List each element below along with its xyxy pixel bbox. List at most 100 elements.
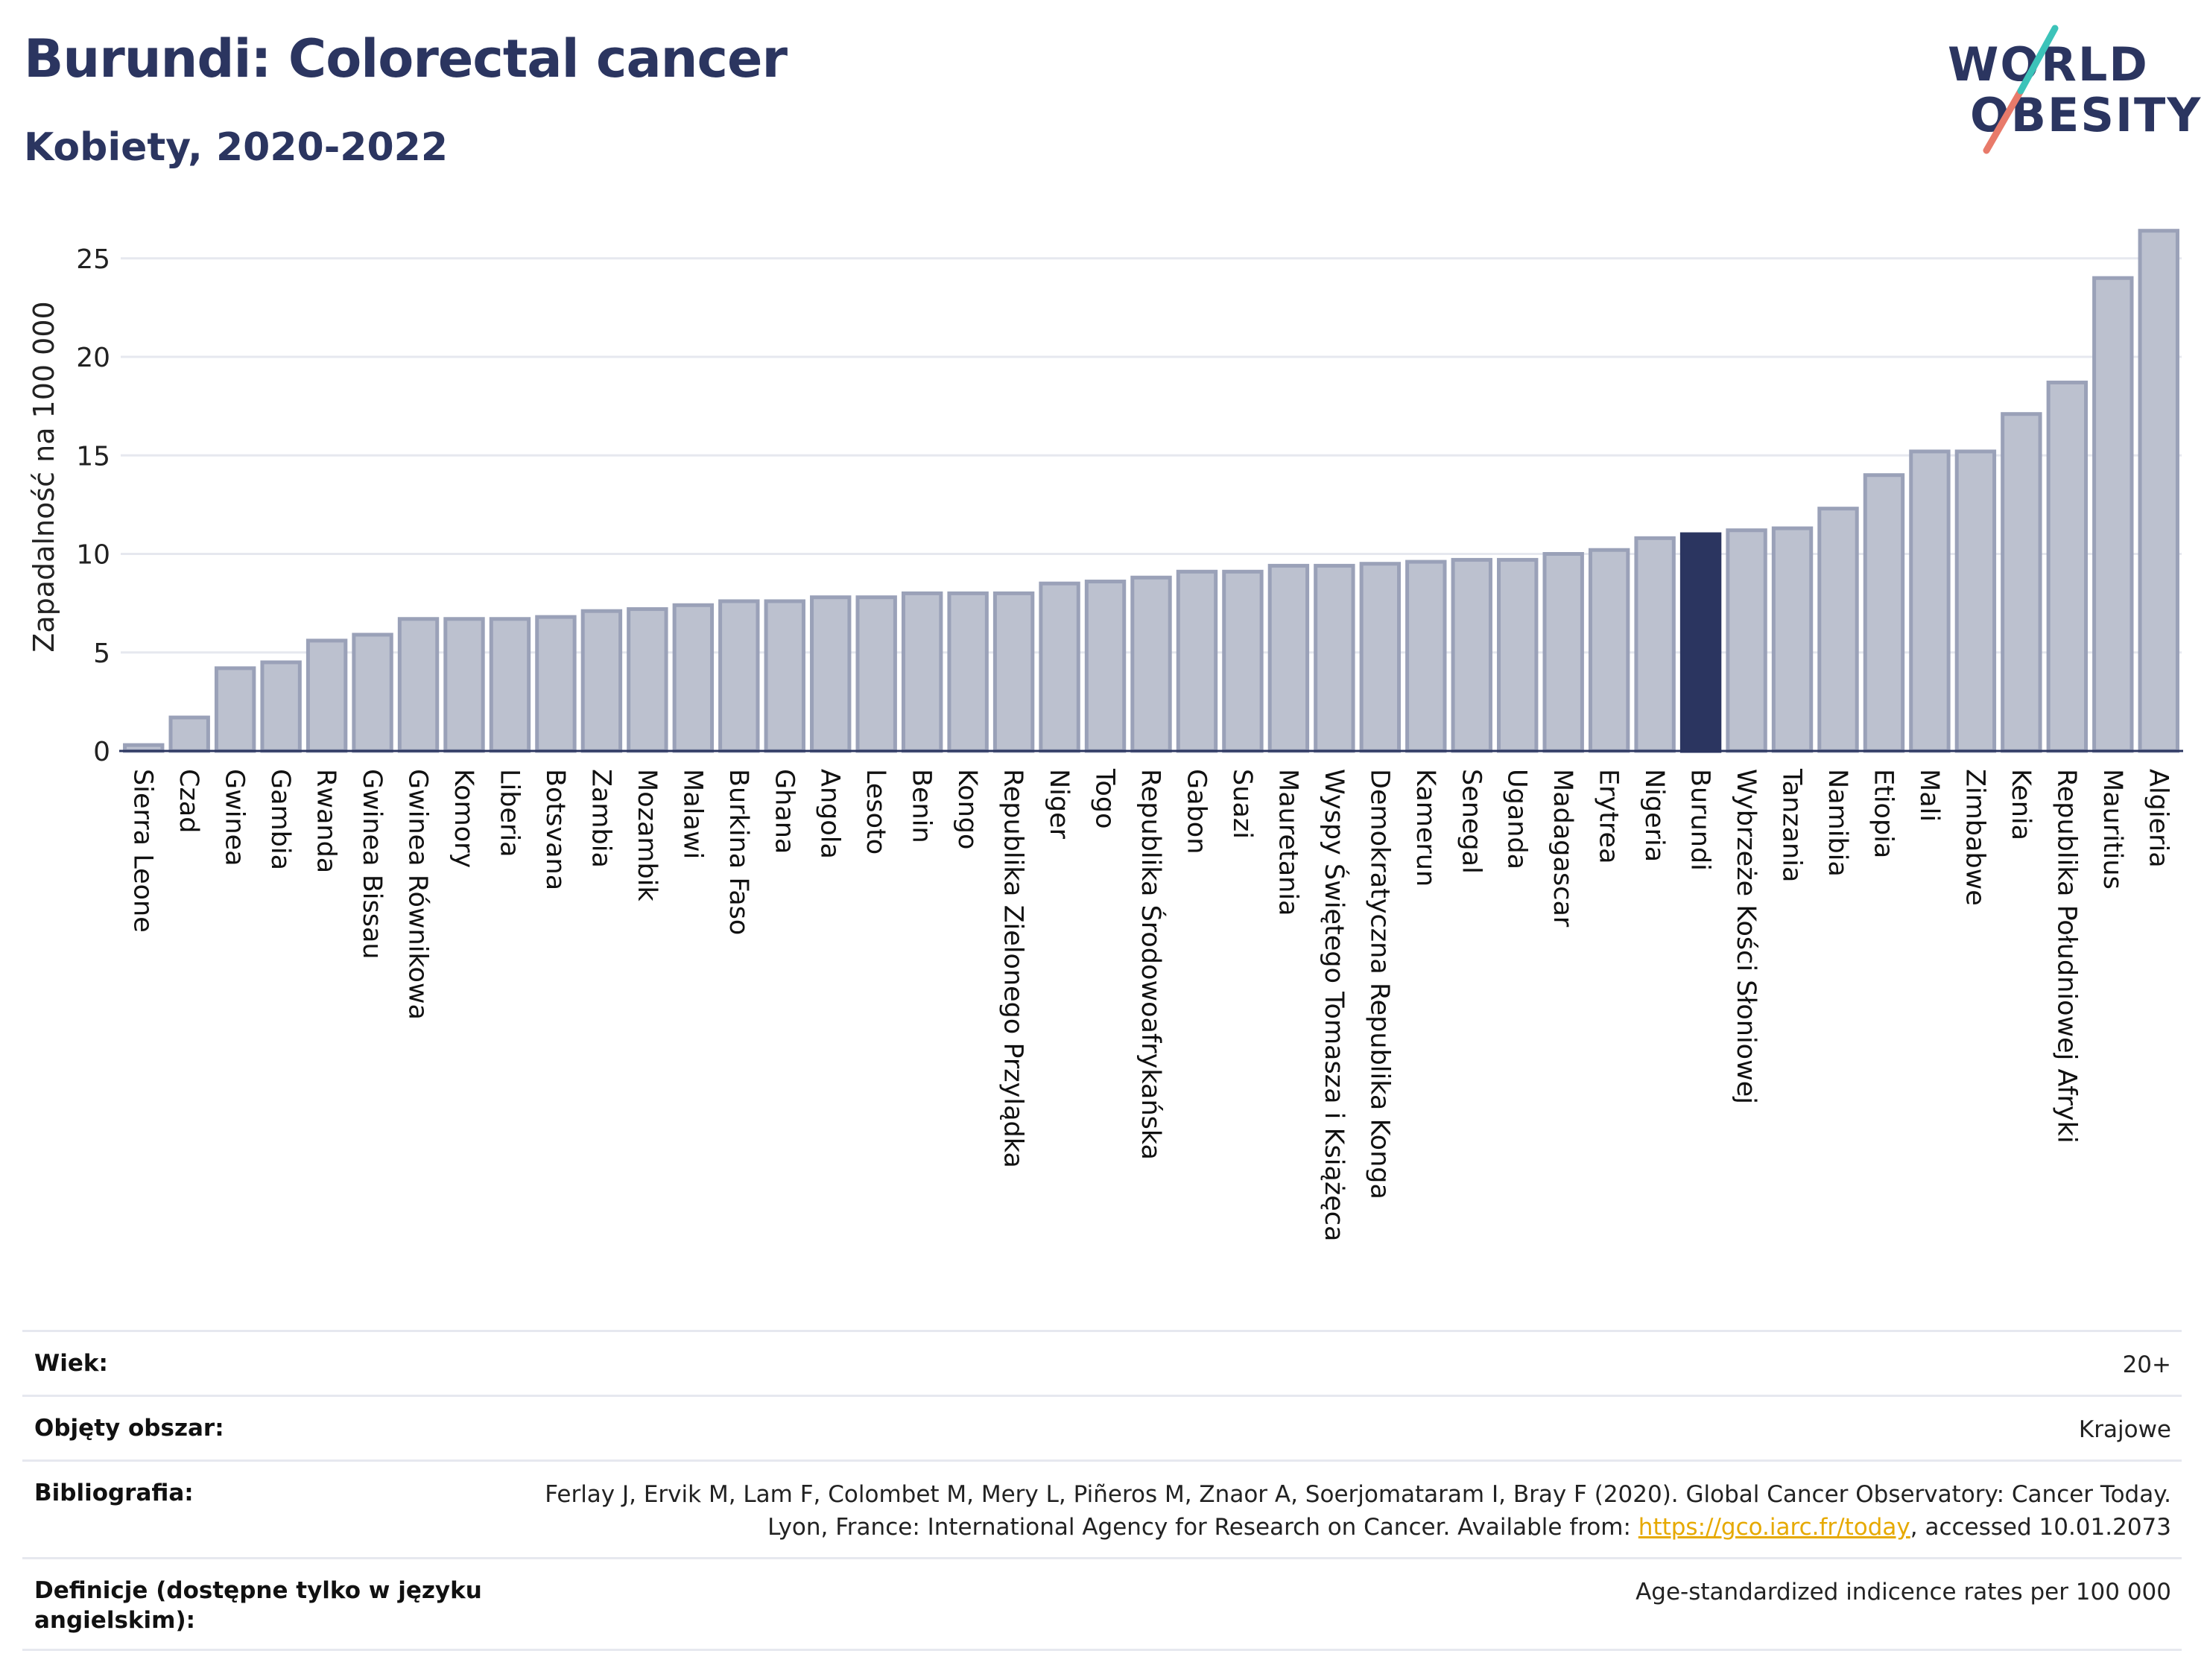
bar-zimbabwe[interactable] bbox=[1954, 449, 1997, 753]
bibliography-link[interactable]: https://gco.iarc.fr/today bbox=[1638, 1514, 1910, 1541]
info-value-definitions: Age-standardized indicence rates per 100… bbox=[1635, 1579, 2171, 1605]
bar-senegal[interactable] bbox=[1451, 557, 1492, 753]
x-tick-label: Malawi bbox=[677, 769, 707, 859]
bar-gwinea-bissau[interactable] bbox=[352, 633, 393, 753]
bar-mozambik[interactable] bbox=[627, 607, 668, 753]
x-tick-label: Mauretania bbox=[1273, 769, 1302, 916]
bar-mauretania[interactable] bbox=[1267, 563, 1310, 753]
bar-wybrzeże-kości-słoniowej[interactable] bbox=[1726, 528, 1767, 753]
bar-namibia[interactable] bbox=[1817, 507, 1859, 753]
bar-republika-południowej-afryki[interactable] bbox=[2046, 380, 2089, 753]
bar-ghana[interactable] bbox=[764, 599, 805, 753]
bar-komory[interactable] bbox=[443, 617, 485, 753]
bar-botsvana[interactable] bbox=[535, 615, 577, 753]
info-value-age: 20+ bbox=[2122, 1351, 2171, 1378]
x-tick-label: Wyspy Świętego Tomasza i Książęca bbox=[1319, 769, 1350, 1241]
x-axis-labels: Sierra Leone Czad Gwinea Gambia Rwanda Gwinea… bbox=[128, 768, 2173, 1241]
x-tick-label: Zambia bbox=[586, 769, 615, 868]
x-tick-label: Gambia bbox=[265, 769, 295, 870]
bar-lesoto[interactable] bbox=[855, 595, 897, 753]
bar-madagascar[interactable] bbox=[1542, 552, 1584, 753]
x-tick-label: Namibia bbox=[1823, 769, 1852, 877]
x-tick-label: Gwinea bbox=[220, 769, 250, 866]
bar-gwinea-równikowa[interactable] bbox=[397, 617, 440, 753]
y-tick-label: 20 bbox=[76, 343, 110, 373]
bar-rwanda[interactable] bbox=[305, 638, 348, 753]
info-row-bibliography: Bibliografia: Ferlay J, Ervik M, Lam F, … bbox=[22, 1459, 2182, 1557]
x-tick-label: Botsvana bbox=[540, 769, 570, 890]
bar-togo[interactable] bbox=[1084, 580, 1127, 753]
info-label-area: Objęty obszar: bbox=[34, 1415, 224, 1442]
x-tick-label: Republika Środowoafrykańska bbox=[1136, 769, 1167, 1160]
bar-angola[interactable] bbox=[810, 595, 852, 753]
bar-benin[interactable] bbox=[901, 591, 943, 753]
y-tick-label: 0 bbox=[93, 737, 110, 767]
x-tick-label: Mozambik bbox=[632, 769, 662, 901]
x-tick-label: Algieria bbox=[2143, 769, 2173, 868]
info-row-age: Wiek: 20+ bbox=[22, 1330, 2182, 1395]
bar-republika-zielonego-przylądka[interactable] bbox=[992, 591, 1035, 753]
bar-liberia[interactable] bbox=[489, 617, 531, 753]
bar-zambia[interactable] bbox=[580, 609, 623, 753]
x-tick-label: Kongo bbox=[952, 769, 982, 849]
x-tick-label: Zimbabwe bbox=[1960, 769, 1989, 906]
bar-wyspy-świętego-tomasza-i-książęca[interactable] bbox=[1314, 563, 1355, 753]
bar-gwinea[interactable] bbox=[214, 666, 256, 753]
x-tick-label: Gwinea Bissau bbox=[357, 769, 387, 960]
x-tick-label: Komory bbox=[449, 769, 478, 868]
bar-burkina-faso[interactable] bbox=[718, 599, 760, 753]
x-tick-label: Angola bbox=[815, 769, 845, 859]
bar-gabon[interactable] bbox=[1176, 569, 1218, 753]
y-tick-label: 25 bbox=[76, 244, 110, 275]
bar-czad[interactable] bbox=[168, 715, 210, 753]
info-value-bibliography: Ferlay J, Ervik M, Lam F, Colombet M, Me… bbox=[532, 1478, 2171, 1544]
bar-chart: 0 5 10 15 20 25 Zapadalność na 100 000 Sierra… bbox=[28, 229, 2183, 1241]
bar-kamerun[interactable] bbox=[1405, 560, 1447, 753]
x-tick-label: Burundi bbox=[1685, 769, 1715, 871]
info-value-area: Krajowe bbox=[2078, 1416, 2171, 1443]
bar-mali[interactable] bbox=[1909, 449, 1951, 753]
logo-slash-icon bbox=[1983, 25, 2059, 154]
x-tick-label: Lesoto bbox=[861, 769, 890, 855]
x-tick-label: Rwanda bbox=[311, 769, 341, 873]
bibliography-text: Ferlay J, Ervik M, Lam F, Colombet M, Me… bbox=[545, 1481, 2171, 1541]
bar-mauritius[interactable] bbox=[2092, 276, 2134, 753]
x-tick-label: Togo bbox=[1090, 768, 1120, 828]
bar-algieria[interactable] bbox=[2138, 229, 2179, 753]
info-table: Wiek: 20+ Objęty obszar: Krajowe Bibliog… bbox=[22, 1330, 2182, 1651]
x-tick-label: Demokratyczna Republika Konga bbox=[1364, 769, 1394, 1199]
chart-subtitle: Kobiety, 2020-2022 bbox=[24, 125, 449, 170]
x-tick-label: Kenia bbox=[2006, 769, 2036, 840]
x-tick-label: Mauritius bbox=[2097, 769, 2127, 890]
x-tick-label: Suazi bbox=[1227, 769, 1257, 839]
bar-gambia[interactable] bbox=[260, 660, 302, 753]
x-tick-label: Erytrea bbox=[1594, 769, 1624, 864]
bars bbox=[123, 229, 2179, 753]
bar-niger[interactable] bbox=[1039, 581, 1080, 753]
x-tick-label: Wybrzeże Kości Słoniowej bbox=[1731, 769, 1761, 1104]
bar-demokratyczna-republika-konga[interactable] bbox=[1359, 562, 1402, 753]
x-tick-label: Republika Zielonego Przylądka bbox=[998, 769, 1028, 1168]
y-tick-label: 5 bbox=[93, 638, 110, 669]
y-axis-ticks: 0 5 10 15 20 25 bbox=[76, 244, 110, 767]
bar-kongo[interactable] bbox=[947, 591, 989, 753]
bar-tanzania[interactable] bbox=[1771, 526, 1814, 753]
y-tick-label: 10 bbox=[76, 540, 110, 571]
bar-suazi[interactable] bbox=[1222, 569, 1264, 753]
bar-republika-środowoafrykańska[interactable] bbox=[1130, 575, 1172, 753]
info-row-area: Objęty obszar: Krajowe bbox=[22, 1395, 2182, 1459]
world-obesity-logo[interactable]: WORLD OBESITY bbox=[1937, 22, 2200, 156]
bar-nigeria[interactable] bbox=[1634, 536, 1676, 753]
bar-uganda[interactable] bbox=[1497, 557, 1539, 753]
x-tick-label: Republika Południowej Afryki bbox=[2051, 769, 2081, 1144]
bar-etiopia[interactable] bbox=[1863, 473, 1905, 753]
bar-erytrea[interactable] bbox=[1588, 548, 1630, 753]
x-tick-label: Nigeria bbox=[1639, 769, 1669, 862]
x-tick-label: Burkina Faso bbox=[723, 769, 753, 935]
x-tick-label: Madagascar bbox=[1548, 769, 1577, 928]
bar-kenia[interactable] bbox=[2001, 412, 2042, 753]
x-tick-label: Niger bbox=[1044, 769, 1074, 840]
bar-malawi[interactable] bbox=[672, 603, 715, 753]
bar-burundi[interactable] bbox=[1679, 532, 1722, 753]
x-tick-label: Ghana bbox=[769, 769, 799, 854]
